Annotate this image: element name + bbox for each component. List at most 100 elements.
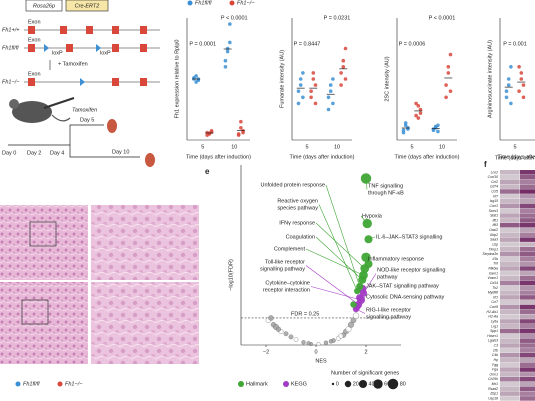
annotation-leader [310, 286, 362, 301]
heatmap-cell [500, 170, 520, 175]
exon-label: Exon [28, 37, 41, 43]
annotation: Inflammatory response [368, 256, 424, 262]
legend-label: KEGG [291, 381, 307, 387]
row-label: C3 [494, 344, 498, 348]
heatmap-cell [500, 256, 520, 262]
allele-label: Fh1fl/fl [2, 45, 19, 51]
annotation: Coagulation [286, 234, 315, 240]
data-point [341, 58, 346, 63]
syringe [43, 97, 75, 109]
row-label: Usp18 [488, 396, 498, 400]
annotation-leader [305, 265, 359, 305]
heatmap-cell [500, 194, 520, 199]
heatmap-cell [520, 285, 535, 291]
panel-label: e [205, 167, 210, 176]
p-value: P = 0.001 [503, 41, 527, 47]
data-point [298, 83, 303, 87]
legend-swatch [15, 381, 21, 387]
data-point [403, 121, 408, 125]
annotation: JAK–STAT signalling pathway [366, 283, 439, 289]
data-point [301, 340, 306, 345]
row-label: Lbp [492, 242, 498, 246]
row-label: Tnf [493, 262, 499, 266]
data-point [326, 95, 331, 100]
data-point [296, 89, 301, 93]
heatmap-cell [520, 338, 535, 343]
data-point [446, 65, 451, 69]
data-point [225, 46, 230, 51]
heatmap-cell [500, 242, 520, 247]
row-label: Lcn2 [491, 170, 498, 174]
heatmap-cell [520, 290, 535, 295]
row-label: H2-Ab1 [487, 310, 499, 314]
data-point [339, 83, 343, 87]
heatmap-cell [500, 338, 520, 343]
heatmap-cell [520, 222, 535, 228]
p-value: P = 0.8447 [294, 41, 321, 47]
row-label: Cxcl1 [490, 204, 499, 208]
heatmap-cell [500, 367, 520, 372]
heatmap-cell [520, 261, 535, 266]
data-point [418, 107, 423, 112]
heatmap-cell [520, 372, 535, 377]
row-label: Lgals3 [488, 339, 498, 343]
heatmap-cell [520, 343, 535, 348]
x-tick-label: 10 [231, 144, 237, 150]
data-point [338, 333, 344, 339]
data-point [239, 126, 243, 130]
data-point [298, 77, 303, 81]
data-point [436, 129, 440, 134]
heatmap-cell [500, 218, 520, 223]
size-legend-title: Number of significant genes [331, 370, 399, 376]
heatmap-cell [500, 391, 520, 396]
size-legend-swatch [344, 380, 352, 388]
heatmap-cell [520, 174, 535, 180]
histology [0, 205, 199, 364]
x-axis-label: NES [315, 358, 327, 364]
legend-swatch [283, 381, 289, 387]
data-point [311, 77, 316, 81]
data-point [296, 101, 301, 106]
annotation: Hypoxia [362, 213, 383, 219]
heatmap-cell [500, 232, 520, 238]
annotation: RIG-I-like receptor [366, 307, 411, 313]
kidney [145, 153, 155, 167]
inset-box [21, 299, 49, 325]
row-label: Socs3 [489, 209, 499, 213]
annotation: Unfolded protein response [260, 182, 325, 188]
data-point [416, 116, 421, 120]
heatmap-cell [500, 208, 520, 214]
schematic: Rosa26p Cre-ERT2 Fh1+/+ Fh1fl/fl Fh1−/− … [2, 0, 160, 167]
heatmap-cell [500, 251, 520, 257]
size-legend-label: 80 [400, 381, 406, 387]
heatmap-cell [520, 203, 535, 209]
row-label: Ifit3 [493, 223, 499, 227]
data-point [275, 326, 282, 332]
heatmap-cell [500, 213, 520, 218]
row-label: Oasl2 [489, 228, 498, 232]
data-point [509, 65, 513, 69]
data-point [416, 104, 421, 108]
row-label: Ifit1 [493, 218, 499, 222]
data-point [341, 65, 346, 69]
data-point [328, 339, 334, 344]
heatmap-cell [520, 381, 535, 387]
row-label: Il1b [493, 257, 499, 261]
x-tick-label: −2 [263, 349, 269, 355]
row-label: Spp1 [490, 329, 498, 333]
heatmap-cell [500, 362, 520, 368]
size-legend-label: 60 [384, 381, 390, 387]
heatmap-cell [500, 381, 520, 387]
legend-swatch [229, 0, 235, 6]
data-point [309, 95, 313, 100]
data-point [301, 71, 305, 75]
data-point [364, 259, 373, 269]
x-tick-label: 10 [334, 144, 340, 150]
row-label: Cd14 [490, 281, 498, 285]
legend-label: Fh1−/− [65, 381, 83, 387]
row-label: Ccl2 [491, 180, 498, 184]
x-axis-label: Time (days after induction) [498, 154, 535, 160]
annotation: IFNγ response [279, 220, 315, 226]
data-point [521, 83, 526, 87]
inset-box [29, 221, 57, 247]
